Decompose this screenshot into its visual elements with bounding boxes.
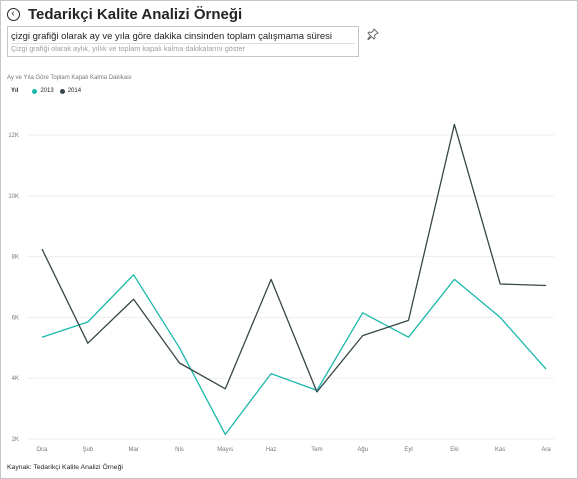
series-line-2014 (41, 123, 547, 393)
x-tick-label: Nis (175, 447, 184, 453)
legend-marker-2013 (32, 88, 38, 94)
legend-text-2014: 2014 (67, 88, 82, 94)
qa-input[interactable] (8, 27, 358, 43)
legend: Yıl 2013 2014 (11, 88, 87, 94)
page-title: Tedarikçi Kalite Analizi Örneği (28, 5, 243, 23)
x-tick-label: Haz (266, 447, 277, 453)
qa-divider (11, 43, 355, 44)
legend-label: Yıl (11, 88, 19, 94)
x-tick-label: Tem (311, 447, 322, 453)
x-tick-label: Eyl (404, 447, 412, 453)
header: ‹ Tedarikçi Kalite Analizi Örneği (7, 5, 242, 23)
legend-item-2014[interactable]: 2014 (59, 88, 82, 94)
chart-title: Ay ve Yıla Göre Toplam Kapalı Kalma Daki… (7, 75, 132, 81)
y-tick-label: 6K (12, 315, 19, 321)
line-chart: 2K 4K 6K 8K 10K 12K Oca Şub Mar Nis Mayıs Haz Tem Ağu… (8, 123, 554, 453)
pin-icon[interactable] (367, 28, 379, 40)
legend-marker-2014 (59, 88, 65, 94)
source-note: Kaynak: Tedarikçi Kalite Analizi Örneği (7, 464, 123, 471)
x-tick-label: Ağu (357, 447, 368, 453)
y-tick-label: 12K (8, 133, 19, 139)
legend-text-2013: 2013 (40, 88, 54, 94)
qa-restatement: Çizgi grafiği olarak aylık, yıllık ve to… (11, 44, 246, 53)
x-tick-label: Oca (36, 447, 48, 453)
y-tick-label: 2K (12, 437, 19, 443)
y-tick-label: 8K (12, 255, 19, 261)
series-line-2013 (41, 274, 547, 436)
legend-item-2013[interactable]: 2013 (32, 88, 54, 94)
y-tick-label: 4K (12, 376, 19, 382)
x-tick-label: Eki (450, 447, 458, 453)
back-arrow-icon[interactable]: ‹ (7, 7, 20, 21)
qa-box: Çizgi grafiği olarak aylık, yıllık ve to… (7, 26, 359, 57)
x-tick-label: Ara (541, 447, 551, 453)
x-tick-label: Şub (82, 447, 93, 453)
x-tick-label: Mayıs (217, 447, 233, 453)
x-tick-label: Kas (495, 447, 505, 453)
y-tick-label: 10K (8, 194, 19, 200)
x-tick-label: Mar (128, 447, 138, 453)
